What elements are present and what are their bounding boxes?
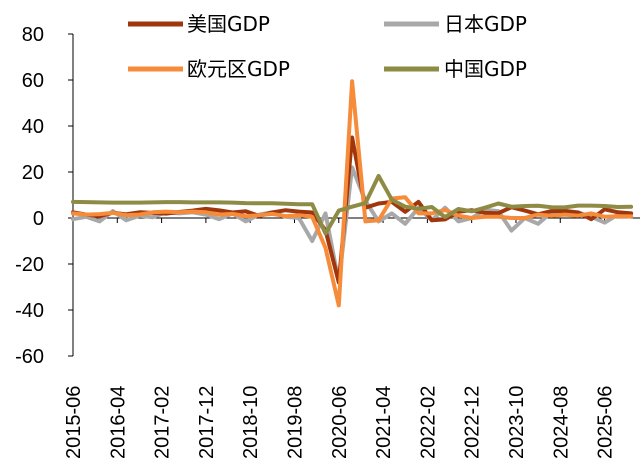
x-tick-label: 2018-10 bbox=[240, 386, 262, 459]
x-tick-label: 2020-06 bbox=[329, 386, 351, 459]
legend-label-0: 美国GDP bbox=[187, 12, 270, 36]
series-line-0 bbox=[71, 135, 634, 285]
x-tick-label: 2019-08 bbox=[284, 386, 306, 459]
x-tick-label: 2022-02 bbox=[417, 386, 439, 459]
x-tick-label: 2021-04 bbox=[373, 386, 395, 459]
series-layer bbox=[71, 79, 634, 308]
series-line-2 bbox=[71, 79, 634, 308]
y-tick-label: -40 bbox=[15, 300, 44, 322]
x-tick-label: 2017-12 bbox=[196, 386, 218, 459]
y-tick-label: 40 bbox=[22, 116, 44, 138]
x-tick-label: 2025-06 bbox=[595, 386, 617, 459]
x-tick-label: 2022-12 bbox=[462, 386, 484, 459]
y-tick-label: -20 bbox=[15, 254, 44, 276]
x-tick-label: 2023-10 bbox=[506, 386, 528, 459]
y-tick-label: 20 bbox=[22, 162, 44, 184]
x-tick-label: 2024-08 bbox=[550, 386, 572, 459]
series-line-1 bbox=[71, 165, 634, 285]
legend-label-1: 日本GDP bbox=[444, 12, 527, 36]
y-tick-label: 60 bbox=[22, 70, 44, 92]
legend-label-3: 中国GDP bbox=[444, 57, 527, 81]
legend-label-2: 欧元区GDP bbox=[187, 57, 290, 81]
x-tick-label: 2017-02 bbox=[152, 386, 174, 459]
y-tick-label: 80 bbox=[22, 24, 44, 46]
legend: 美国GDP 日本GDP 欧元区GDP 中国GDP bbox=[128, 12, 527, 81]
x-tick-label: 2015-06 bbox=[63, 386, 85, 459]
y-tick-label: 0 bbox=[33, 208, 44, 230]
x-tick-label: 2016-04 bbox=[107, 386, 129, 459]
series-line-3 bbox=[71, 173, 634, 236]
y-tick-label: -60 bbox=[15, 346, 44, 368]
